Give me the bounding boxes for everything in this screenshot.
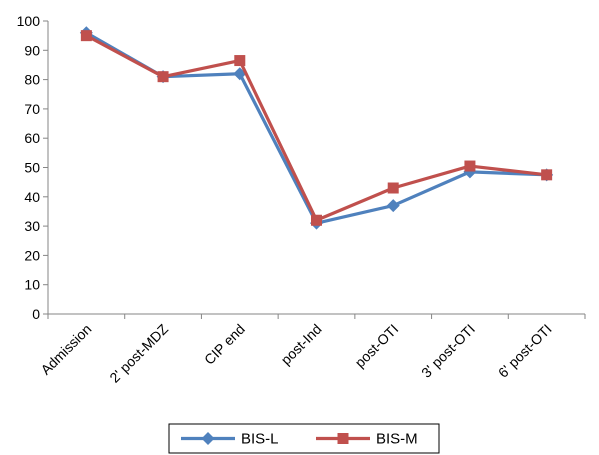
legend-entry-bis-l: BIS-L [181,431,279,448]
data-point-bis-m [311,214,322,226]
x-tick-label: 3' post-OTI [418,321,478,381]
data-point-bis-l [386,199,400,213]
x-tick-label: CIP end [201,321,248,368]
data-point-bis-m [464,160,476,172]
y-tick-label: 20 [24,247,40,263]
data-point-bis-m [234,55,246,67]
x-tick-label: 2' post-MDZ [106,320,171,385]
y-tick-label: 0 [32,306,40,322]
y-tick-label: 80 [24,72,40,88]
legend-swatch-marker [337,433,349,444]
legend-label: BIS-M [376,431,418,448]
series-bis-l [79,26,554,230]
data-point-bis-m [541,169,553,181]
x-tick-label: post-Ind [278,321,325,368]
y-tick-label: 30 [24,218,40,234]
y-tick-label: 40 [24,189,40,205]
x-tick-labels: Admission 2' post-MDZ CIP end post-Ind post-… [37,320,554,385]
legend: BIS-L BIS-M [168,423,440,454]
x-tick-label: post-OTI [352,321,402,371]
x-tick-label: 6' post-OTI [495,321,555,381]
legend-entry-bis-m: BIS-M [316,431,418,448]
legend-label: BIS-L [241,431,279,448]
y-tick-label: 10 [24,277,40,293]
axes [43,20,586,319]
y-tick-label: 60 [24,130,40,146]
series-bis-m [80,30,553,226]
data-point-bis-m [157,71,169,83]
y-tick-labels: 0 10 20 30 40 50 60 70 80 90 100 [17,13,41,322]
legend-swatch-marker [201,432,215,445]
y-tick-label: 70 [24,101,40,117]
series-layer [79,26,554,230]
data-point-bis-m [80,30,92,42]
y-tick-label: 100 [17,13,41,29]
y-tick-label: 90 [24,42,40,58]
y-tick-label: 50 [24,160,40,176]
x-tick-label: Admission [37,321,94,378]
data-point-bis-m [387,182,399,194]
series-line-bis-m [85,34,547,222]
series-line-bis-l [85,31,547,225]
